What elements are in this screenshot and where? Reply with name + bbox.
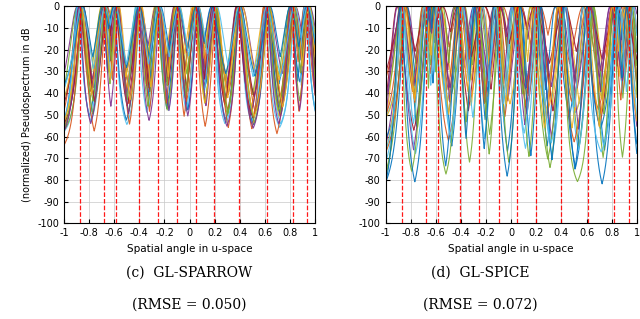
Text: (c)  GL-SPARROW: (c) GL-SPARROW — [125, 266, 252, 280]
Text: (RMSE = 0.072): (RMSE = 0.072) — [422, 298, 538, 312]
X-axis label: Spatial angle in u-space: Spatial angle in u-space — [449, 244, 574, 254]
X-axis label: Spatial angle in u-space: Spatial angle in u-space — [127, 244, 252, 254]
Text: (RMSE = 0.050): (RMSE = 0.050) — [132, 298, 246, 312]
Y-axis label: (normalized) Pseudospectrum in dB: (normalized) Pseudospectrum in dB — [22, 27, 32, 202]
Text: (d)  GL-SPICE: (d) GL-SPICE — [431, 266, 529, 280]
